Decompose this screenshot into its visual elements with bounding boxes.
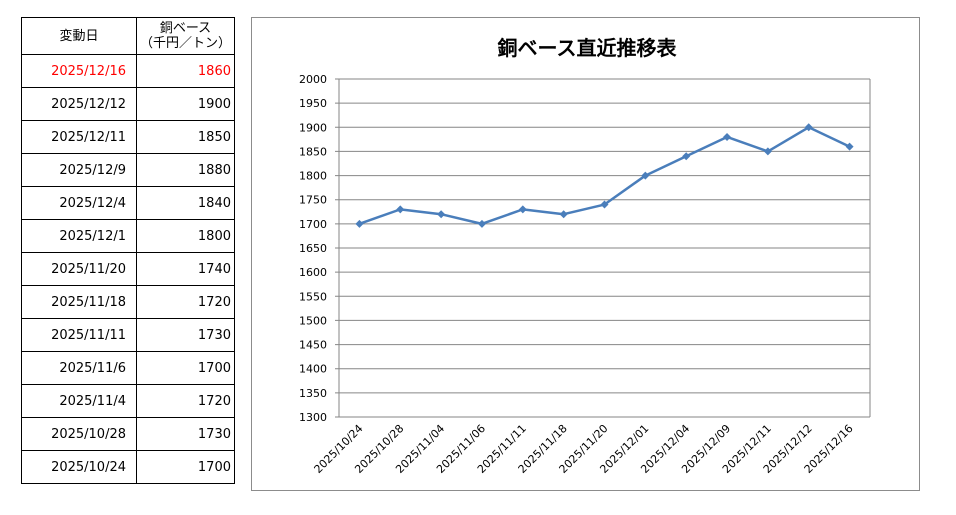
data-point xyxy=(559,210,568,219)
chart-title: 銅ベース直近推移表 xyxy=(498,36,678,60)
y-tick-label: 2000 xyxy=(299,73,327,86)
row-date: 2025/12/12 xyxy=(21,87,137,121)
table-row: 2025/12/11 1850 xyxy=(21,120,235,154)
line-chart: 銅ベース直近推移表 2000 1950 1900 1850 1800 1750 1700 16… xyxy=(299,36,871,476)
data-point xyxy=(600,200,609,209)
data-point xyxy=(845,142,854,151)
y-tick-label: 1650 xyxy=(299,242,327,255)
table-body: 2025/12/16 1860 2025/12/12 1900 2025/12/11 18… xyxy=(21,54,235,484)
table-row: 2025/12/1 1800 xyxy=(21,219,235,253)
y-tick-label: 1300 xyxy=(299,411,327,424)
y-tick-label: 1850 xyxy=(299,145,327,158)
table-row: 2025/10/24 1700 xyxy=(21,450,235,484)
row-date: 2025/10/28 xyxy=(21,417,137,451)
table-row: 2025/12/12 1900 xyxy=(21,87,235,121)
row-price: 1860 xyxy=(136,54,235,88)
row-price: 1850 xyxy=(136,120,235,154)
row-date: 2025/11/6 xyxy=(21,351,137,385)
row-date: 2025/11/4 xyxy=(21,384,137,418)
row-price: 1740 xyxy=(136,252,235,286)
data-point xyxy=(641,171,650,180)
row-date: 2025/11/20 xyxy=(21,252,137,286)
y-tick-label: 1350 xyxy=(299,387,327,400)
table-row: 2025/11/4 1720 xyxy=(21,384,235,418)
row-date: 2025/12/16 xyxy=(21,54,137,88)
header-date: 変動日 xyxy=(21,17,137,55)
table-row: 2025/12/16 1860 xyxy=(21,54,235,88)
table-row: 2025/10/28 1730 xyxy=(21,417,235,451)
row-price: 1730 xyxy=(136,417,235,451)
y-tick-label: 1450 xyxy=(299,339,327,352)
row-price: 1800 xyxy=(136,219,235,253)
data-point xyxy=(355,219,364,228)
y-tick-label: 1750 xyxy=(299,194,327,207)
price-table: 変動日 銅ベース （千円／トン） 2025/12/16 1860 2025/12/1… xyxy=(21,17,235,484)
row-price: 1730 xyxy=(136,318,235,352)
row-date: 2025/12/9 xyxy=(21,153,137,187)
y-tick-label: 1800 xyxy=(299,170,327,183)
row-date: 2025/12/11 xyxy=(21,120,137,154)
row-price: 1900 xyxy=(136,87,235,121)
y-tick-label: 1950 xyxy=(299,97,327,110)
y-tick-label: 1900 xyxy=(299,121,327,134)
header-price: 銅ベース （千円／トン） xyxy=(136,17,235,55)
y-tick-label: 1400 xyxy=(299,363,327,376)
y-tick-label: 1700 xyxy=(299,218,327,231)
row-price: 1700 xyxy=(136,351,235,385)
y-tick-label: 1600 xyxy=(299,266,327,279)
header-price-line2: （千円／トン） xyxy=(139,36,231,51)
row-date: 2025/10/24 xyxy=(21,450,137,484)
data-point xyxy=(477,219,486,228)
table-row: 2025/12/4 1840 xyxy=(21,186,235,220)
row-date: 2025/12/4 xyxy=(21,186,137,220)
table-row: 2025/11/6 1700 xyxy=(21,351,235,385)
data-point xyxy=(396,205,405,214)
y-tick-label: 1550 xyxy=(299,290,327,303)
table-header-row: 変動日 銅ベース （千円／トン） xyxy=(21,17,235,55)
data-point xyxy=(804,123,813,132)
data-point xyxy=(682,152,691,161)
data-point xyxy=(723,132,732,141)
table-row: 2025/11/18 1720 xyxy=(21,285,235,319)
chart-area: 銅ベース直近推移表 2000 1950 1900 1850 1800 1750 1700 16… xyxy=(251,17,920,491)
row-price: 1880 xyxy=(136,153,235,187)
row-date: 2025/11/11 xyxy=(21,318,137,352)
table-row: 2025/11/20 1740 xyxy=(21,252,235,286)
data-point xyxy=(763,147,772,156)
row-date: 2025/11/18 xyxy=(21,285,137,319)
data-point xyxy=(437,210,446,219)
table-row: 2025/12/9 1880 xyxy=(21,153,235,187)
y-tick-label: 1500 xyxy=(299,314,327,327)
row-date: 2025/12/1 xyxy=(21,219,137,253)
data-point xyxy=(518,205,527,214)
row-price: 1840 xyxy=(136,186,235,220)
table-row: 2025/11/11 1730 xyxy=(21,318,235,352)
header-price-line1: 銅ベース xyxy=(159,21,212,36)
row-price: 1700 xyxy=(136,450,235,484)
row-price: 1720 xyxy=(136,384,235,418)
row-price: 1720 xyxy=(136,285,235,319)
